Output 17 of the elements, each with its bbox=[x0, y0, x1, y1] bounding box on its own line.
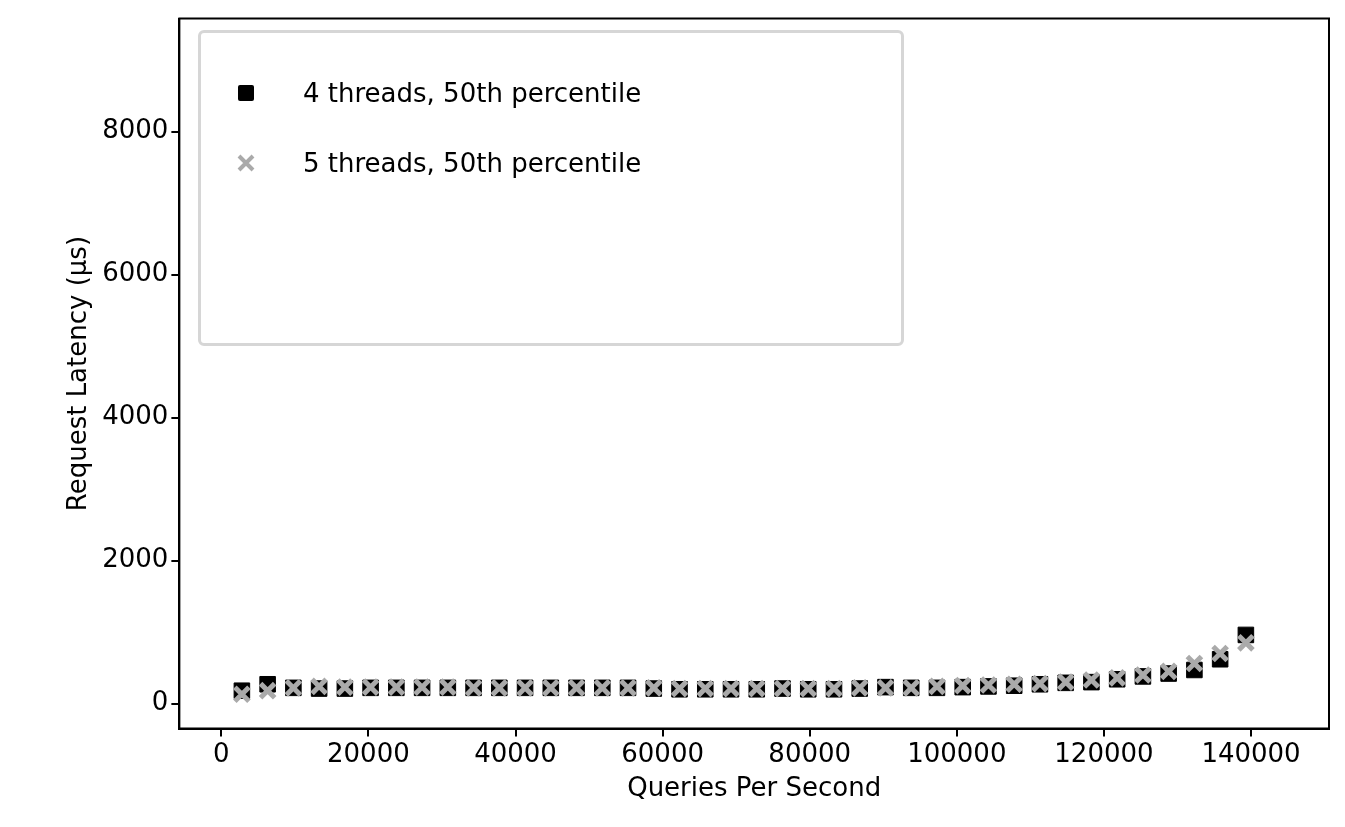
x-tick-label: 80000 bbox=[768, 737, 852, 768]
y-tick-label: 4000 bbox=[102, 400, 169, 431]
y-tick-label: 0 bbox=[151, 686, 169, 717]
x-tick-label: 140000 bbox=[1201, 737, 1301, 768]
x-tick-label: 40000 bbox=[474, 737, 557, 768]
y-tick-label: 2000 bbox=[102, 543, 169, 574]
legend-label: 5 threads, 50th percentile bbox=[303, 148, 642, 178]
x-tick-label: 100000 bbox=[907, 737, 1007, 768]
y-tick-label: 8000 bbox=[102, 114, 169, 145]
x-axis-title: Queries Per Second bbox=[627, 772, 882, 803]
x-tick-label: 0 bbox=[213, 737, 230, 768]
x-tick-label: 120000 bbox=[1054, 737, 1154, 768]
legend-label: 4 threads, 50th percentile bbox=[303, 78, 642, 108]
y-axis-title: Request Latency (μs) bbox=[62, 235, 93, 512]
x-tick-label: 20000 bbox=[327, 737, 410, 768]
y-tick-label: 6000 bbox=[102, 257, 169, 288]
x-tick-label: 60000 bbox=[621, 737, 704, 768]
